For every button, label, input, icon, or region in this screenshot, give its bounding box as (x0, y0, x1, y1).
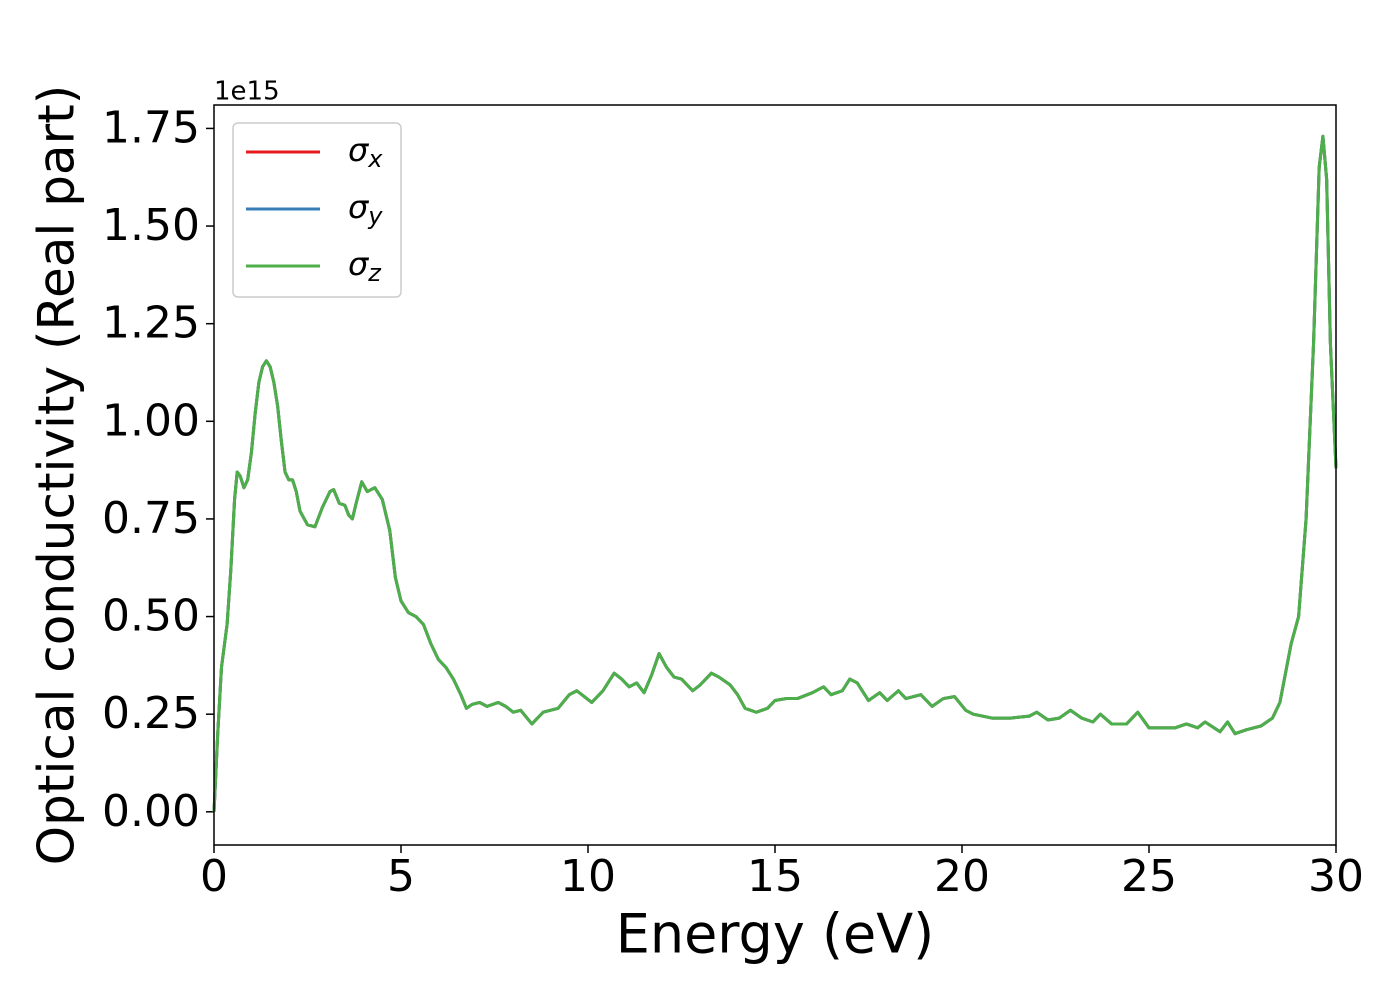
y-tick-label: 1.00 (102, 395, 200, 446)
y-offset-label: 1e15 (214, 77, 280, 107)
y-tick-label: 0.00 (102, 786, 200, 837)
legend-label: σx (348, 131, 383, 173)
y-tick-label: 1.50 (102, 200, 200, 251)
x-tick-label: 0 (200, 851, 228, 902)
x-tick-label: 10 (560, 851, 616, 902)
y-axis-label: Optical conductivity (Real part) (28, 85, 86, 866)
series-line (212, 134, 1338, 812)
plot-frame (213, 104, 1337, 846)
x-tick-label: 5 (387, 851, 415, 902)
y-tick-label: 0.50 (102, 591, 200, 642)
legend-label: σy (348, 188, 383, 230)
x-tick-label: 30 (1308, 851, 1364, 902)
plot-area (212, 134, 1338, 812)
y-tick-label: 1.75 (102, 102, 200, 153)
legend-label: σz (348, 245, 382, 287)
legend: σx σy σz (232, 122, 402, 298)
y-tick-label: 0.25 (102, 688, 200, 739)
y-tick-label: 0.75 (102, 493, 200, 544)
x-tick-label: 15 (747, 851, 803, 902)
x-tick-label: 25 (1121, 851, 1177, 902)
y-tick-label: 1.25 (102, 298, 200, 349)
x-axis-label: Energy (eV) (616, 903, 935, 966)
x-tick-label: 20 (934, 851, 990, 902)
